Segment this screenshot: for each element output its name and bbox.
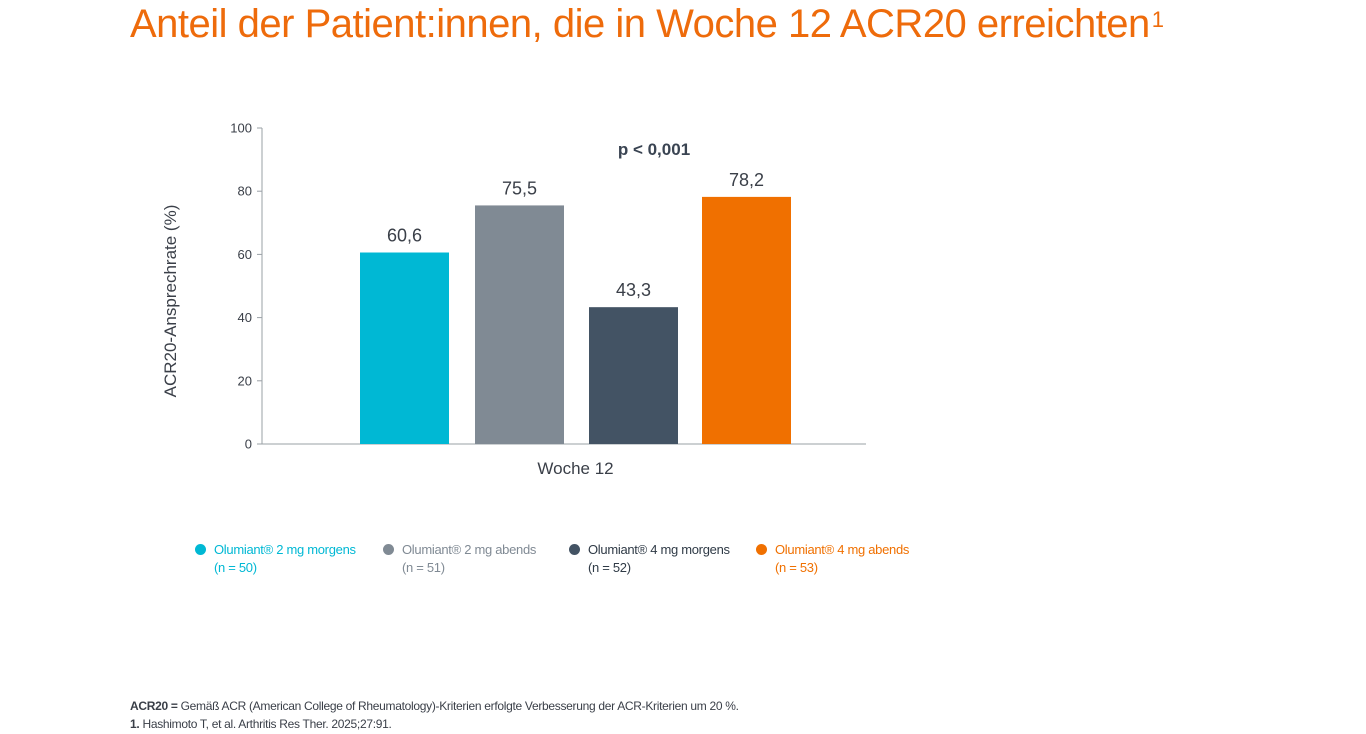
bar-1 bbox=[360, 252, 449, 444]
legend-series-name: Olumiant® 2 mg abends bbox=[402, 542, 537, 557]
title-footnote-marker: 1 bbox=[1151, 7, 1164, 32]
legend-dot-icon bbox=[569, 544, 580, 555]
legend-series-name: Olumiant® 2 mg morgens bbox=[214, 542, 356, 557]
footnote-reference: 1. Hashimoto T, et al. Arthritis Res The… bbox=[130, 715, 739, 733]
legend-series-n: (n = 52) bbox=[588, 560, 631, 575]
x-category-label: Woche 12 bbox=[537, 459, 613, 478]
footnote-abbreviation: ACR20 = Gemäß ACR (American College of R… bbox=[130, 697, 739, 715]
legend-text: Olumiant® 4 mg morgens (n = 52) bbox=[588, 541, 730, 577]
page-title: Anteil der Patient:innen, die in Woche 1… bbox=[130, 0, 1164, 48]
title-text: Anteil der Patient:innen, die in Woche 1… bbox=[130, 2, 1150, 46]
chart-legend: Olumiant® 2 mg morgens (n = 50) Olumiant® … bbox=[195, 541, 955, 581]
y-tick-label: 0 bbox=[245, 437, 252, 452]
bar-3 bbox=[589, 307, 678, 444]
legend-dot-icon bbox=[195, 544, 206, 555]
bar-2 bbox=[475, 205, 564, 444]
bar-value-label-4: 78,2 bbox=[729, 170, 764, 190]
y-tick-label: 40 bbox=[238, 310, 252, 325]
y-tick-label: 60 bbox=[238, 247, 252, 262]
legend-series-name: Olumiant® 4 mg morgens bbox=[588, 542, 730, 557]
legend-series-name: Olumiant® 4 mg abends bbox=[775, 542, 910, 557]
y-tick-label: 100 bbox=[230, 121, 252, 136]
p-value-annotation: p < 0,001 bbox=[618, 140, 690, 159]
y-tick-label: 20 bbox=[238, 373, 252, 388]
legend-series-n: (n = 51) bbox=[402, 560, 445, 575]
bar-4 bbox=[702, 196, 791, 444]
legend-series-n: (n = 53) bbox=[775, 560, 818, 575]
y-tick-label: 80 bbox=[238, 184, 252, 199]
footnote-ref-number: 1. bbox=[130, 717, 140, 731]
footnote-abbr-term: ACR20 = bbox=[130, 699, 178, 713]
legend-series-n: (n = 50) bbox=[214, 560, 257, 575]
legend-text: Olumiant® 2 mg morgens (n = 50) bbox=[214, 541, 356, 577]
legend-dot-icon bbox=[756, 544, 767, 555]
footnotes: ACR20 = Gemäß ACR (American College of R… bbox=[130, 697, 739, 733]
bar-value-label-1: 60,6 bbox=[387, 226, 422, 246]
bar-value-label-2: 75,5 bbox=[502, 178, 537, 198]
legend-text: Olumiant® 4 mg abends (n = 53) bbox=[775, 541, 909, 577]
legend-dot-icon bbox=[383, 544, 394, 555]
footnote-ref-text: Hashimoto T, et al. Arthritis Res Ther. … bbox=[139, 717, 392, 731]
legend-text: Olumiant® 2 mg abends (n = 51) bbox=[402, 541, 536, 577]
y-axis-label: ACR20-Ansprechrate (%) bbox=[161, 205, 180, 398]
bar-value-label-3: 43,3 bbox=[616, 280, 651, 300]
footnote-abbr-text: Gemäß ACR (American College of Rheumatol… bbox=[177, 699, 739, 713]
